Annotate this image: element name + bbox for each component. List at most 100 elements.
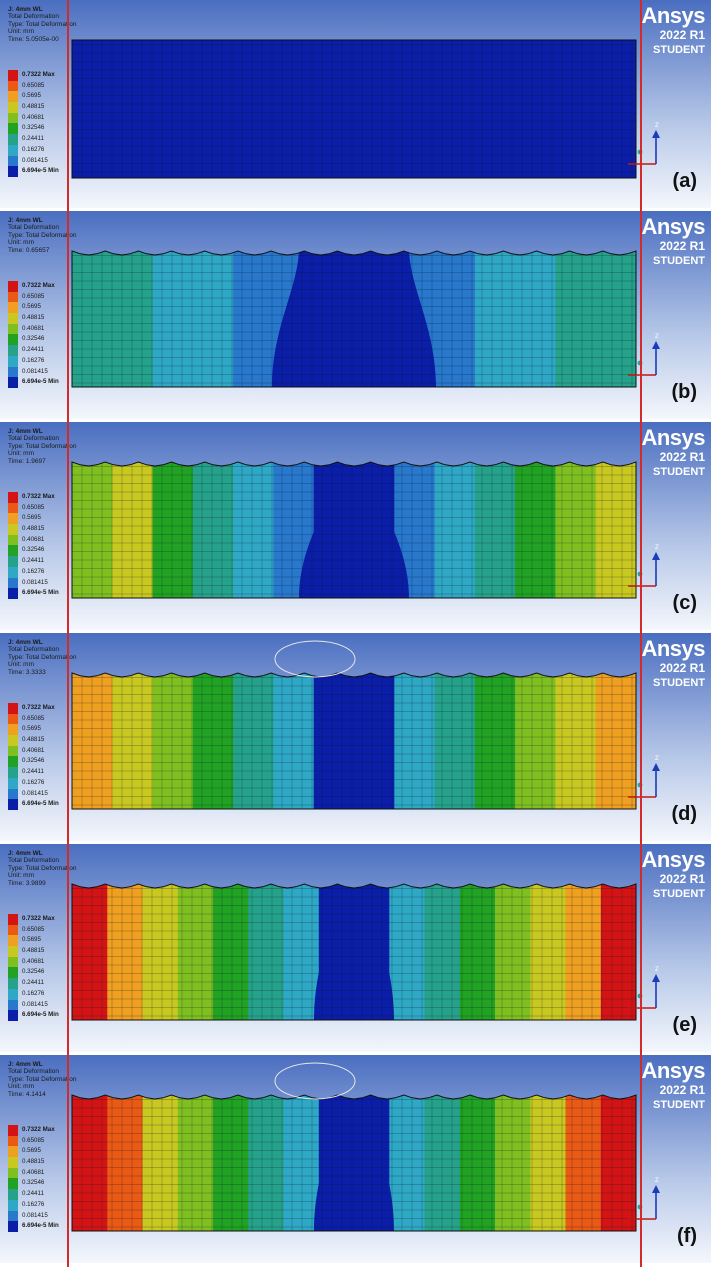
result-type: Type: Total Deformation (8, 653, 77, 661)
legend-entry: 0.16276 (8, 1199, 59, 1211)
legend-swatch (8, 355, 18, 367)
legend-value: 0.081415 (22, 156, 48, 164)
legend-swatch (8, 577, 18, 589)
axis-z-label: Z (655, 545, 659, 551)
panel-canvas: Z (0, 211, 711, 419)
legend-value: 0.65085 (22, 714, 45, 722)
legend-value: 0.7322 Max (22, 282, 55, 289)
axis-triad-icon: Z (628, 756, 660, 798)
deformation-band (273, 673, 315, 809)
legend-entry: 0.32546 (8, 1178, 59, 1190)
legend-value: 0.65085 (22, 292, 45, 300)
legend-swatch (8, 302, 18, 314)
panel-label: (a) (672, 170, 697, 192)
legend-swatch (8, 166, 18, 177)
legend-entry: 0.16276 (8, 777, 59, 789)
legend-swatch (8, 924, 18, 936)
mesh-outline (71, 672, 637, 810)
axis-triad-icon: Z (628, 1178, 660, 1220)
legend-swatch (8, 1146, 18, 1158)
legend-entry: 0.65085 (8, 80, 59, 92)
legend-value: 0.48815 (22, 947, 45, 955)
low-deformation-region (272, 251, 436, 387)
deformation-band (112, 251, 154, 387)
legend-entry: 0.7322 Max (8, 1125, 59, 1136)
deformation-band (192, 673, 234, 809)
result-unit: Unit: mm (8, 872, 34, 880)
legend-entry: 0.32546 (8, 756, 59, 768)
legend-entry: 0.7322 Max (8, 914, 59, 925)
mesh-grid (72, 251, 636, 387)
brand-edition: STUDENT (653, 888, 705, 900)
deformation-band (424, 1095, 461, 1231)
result-kind: Total Deformation (8, 435, 59, 443)
result-type: Type: Total Deformation (8, 442, 77, 450)
result-name: J: 4mm WL (8, 850, 43, 857)
deformation-band (213, 1095, 249, 1231)
deformation-band (152, 462, 194, 598)
deformation-band (555, 251, 597, 387)
mesh-body (72, 462, 636, 598)
legend-entry: 0.65085 (8, 924, 59, 936)
result-unit: Unit: mm (8, 1083, 34, 1091)
legend-value: 0.5695 (22, 92, 41, 100)
legend-entry: 6.694e-5 Min (8, 799, 59, 810)
mesh-body (72, 40, 636, 178)
result-type: Type: Total Deformation (8, 20, 77, 28)
legend-entry: 0.40681 (8, 112, 59, 124)
deformation-band (283, 884, 320, 1020)
legend-swatch (8, 988, 18, 1000)
deformation-band (530, 884, 567, 1020)
legend-entry: 0.65085 (8, 713, 59, 725)
deformation-band (600, 884, 636, 1020)
result-time: Time: 3.9899 (8, 879, 46, 887)
legend-value: 0.24411 (22, 135, 44, 143)
result-name: J: 4mm WL (8, 217, 43, 224)
result-name: J: 4mm WL (8, 428, 43, 435)
deformation-band (248, 1095, 285, 1231)
legend-entry: 0.081415 (8, 788, 59, 800)
legend-swatch (8, 80, 18, 92)
legend-swatch (8, 556, 18, 567)
legend-entry: 0.24411 (8, 978, 59, 989)
legend-entry: 0.081415 (8, 1210, 59, 1222)
deformation-band (474, 251, 516, 387)
legend-swatch (8, 1135, 18, 1147)
legend-value: 0.7322 Max (22, 1126, 55, 1133)
legend-swatch (8, 1167, 18, 1179)
legend-swatch (8, 999, 18, 1011)
legend-value: 0.7322 Max (22, 704, 55, 711)
simulation-panel: Z J: 4mm WL Total Deformation Type: Total D… (0, 1055, 711, 1263)
legend-swatch (8, 788, 18, 800)
legend-entry: 0.7322 Max (8, 70, 59, 81)
legend-swatch (8, 799, 18, 810)
legend-value: 0.48815 (22, 1158, 45, 1166)
legend-swatch (8, 91, 18, 103)
ansys-logo-icon: Ansys 2022 R1 STUDENT (641, 4, 705, 57)
legend-swatch (8, 713, 18, 725)
legend-value: 0.32546 (22, 757, 45, 765)
deformation-band (600, 1095, 636, 1231)
legend-value: 0.24411 (22, 979, 44, 987)
legend-swatch (8, 545, 18, 557)
legend-swatch (8, 1125, 18, 1136)
legend-entry: 0.40681 (8, 323, 59, 335)
legend-entry: 0.24411 (8, 134, 59, 145)
legend-swatch (8, 767, 18, 778)
brand-version: 2022 R1 (659, 239, 705, 253)
deformation-band (389, 1095, 426, 1231)
legend-entry: 0.5695 (8, 513, 59, 525)
deformation-band (434, 251, 476, 387)
mesh-outline (71, 461, 637, 599)
deformation-band (424, 884, 461, 1020)
result-time: Time: 5.0505e-00 (8, 35, 59, 43)
legend-value: 0.081415 (22, 367, 48, 375)
legend-entry: 6.694e-5 Min (8, 166, 59, 177)
legend-entry: 0.40681 (8, 745, 59, 757)
result-header: J: 4mm WL Total Deformation Type: Total De… (8, 6, 77, 43)
legend-swatch (8, 724, 18, 736)
result-header: J: 4mm WL Total Deformation Type: Total De… (8, 1061, 77, 1098)
legend-value: 0.32546 (22, 546, 45, 554)
low-deformation-region (314, 673, 394, 809)
deformation-band (459, 884, 496, 1020)
